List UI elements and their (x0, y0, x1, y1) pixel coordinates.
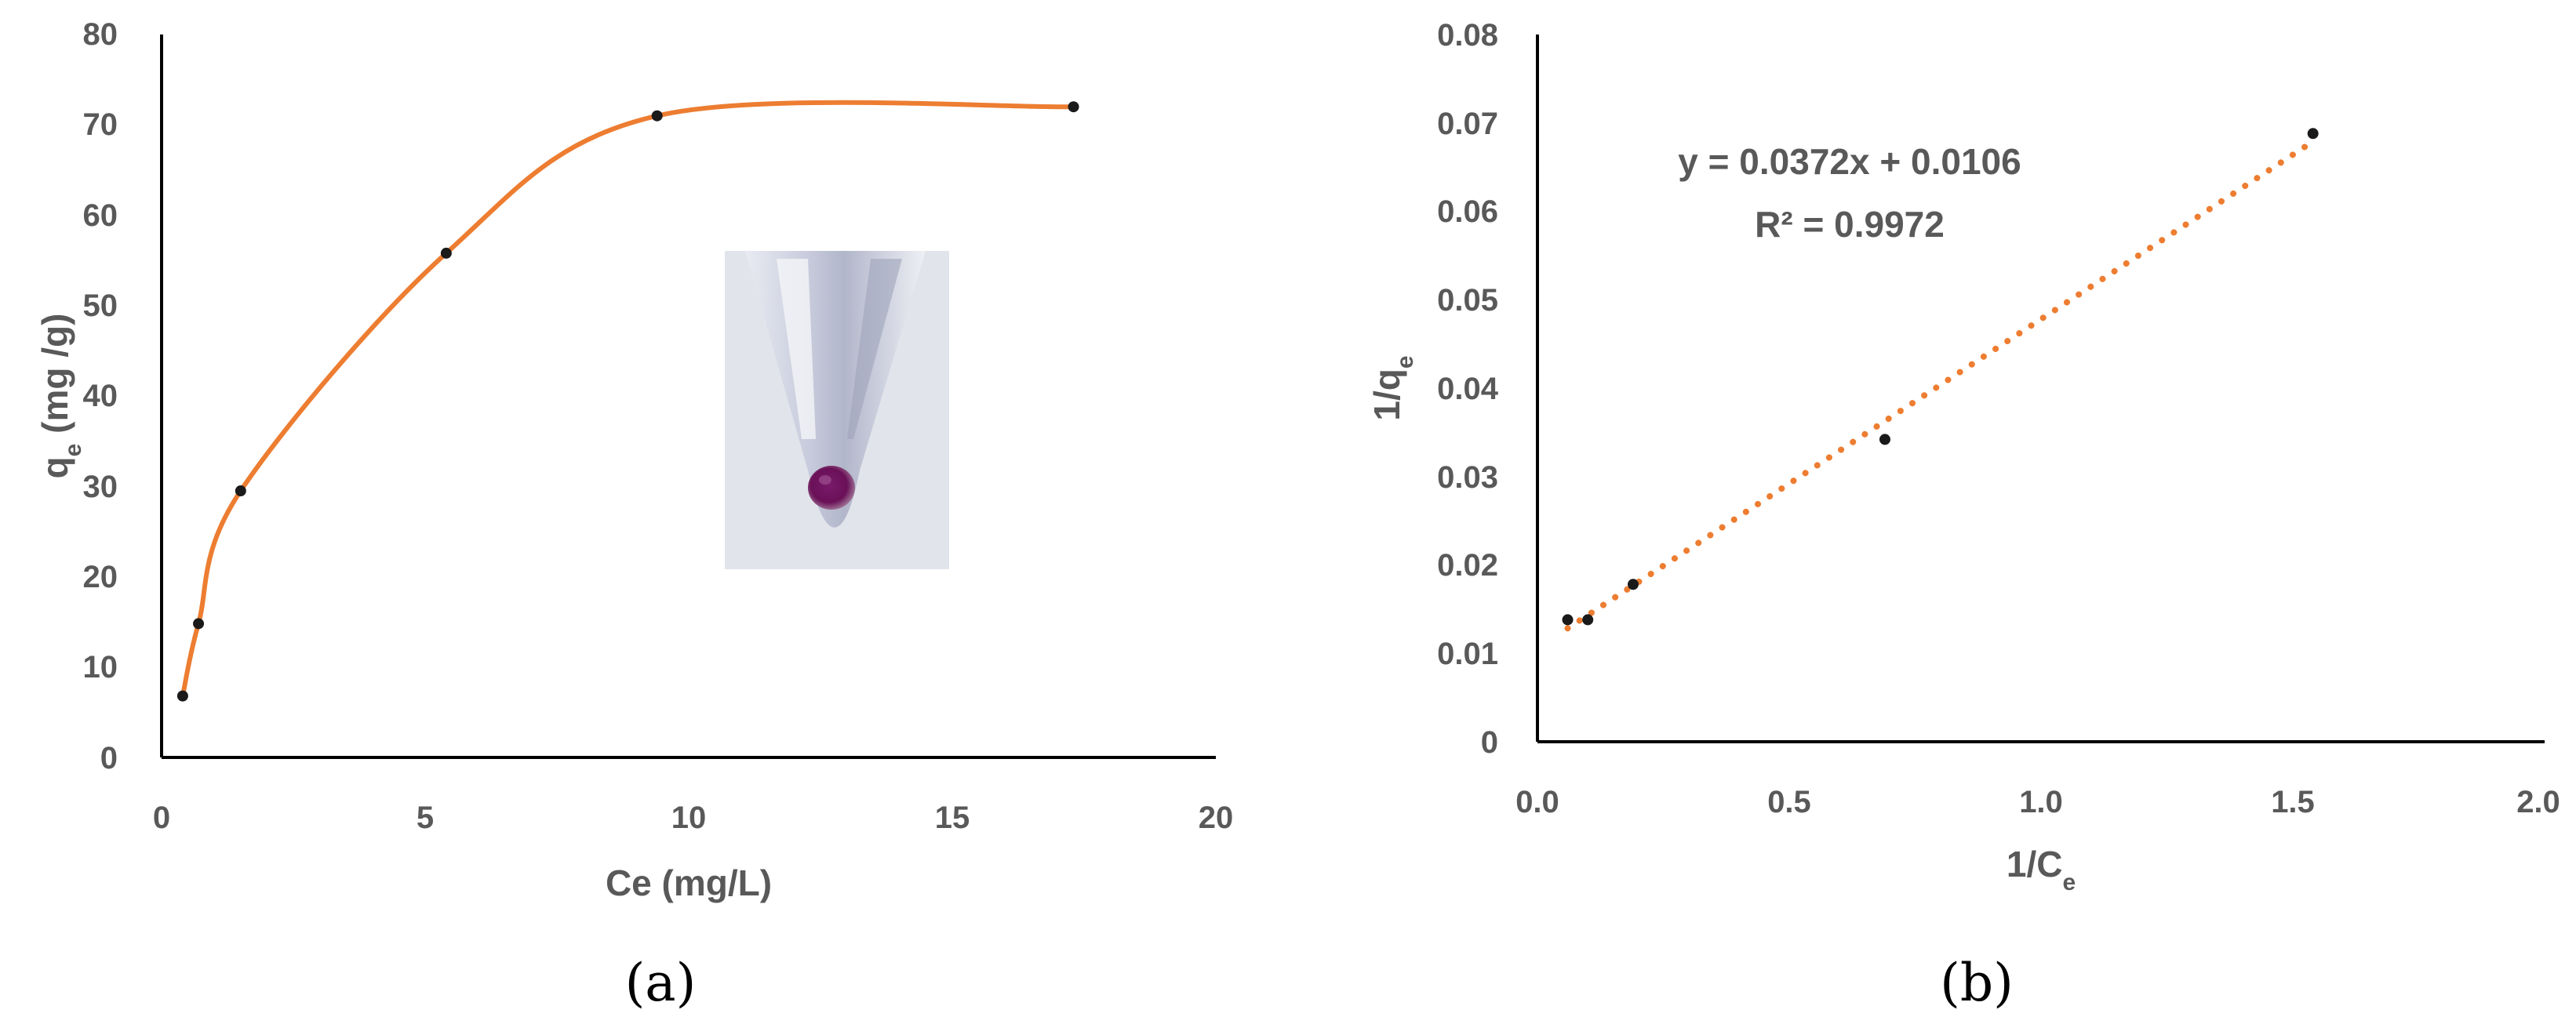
chart-a-y-axis-title: qe (mg /g) (35, 314, 86, 479)
chart-a: 0 10 20 30 40 50 60 70 80 0 5 10 15 20 C… (35, 17, 1233, 1013)
chart-a-y-tick-1: 10 (83, 650, 118, 685)
r-squared: R² = 0.9972 (1755, 204, 1945, 245)
tube-photo-inset (725, 251, 949, 569)
chart-a-points (176, 101, 1079, 702)
chart-b-x-tick-2: 1.0 (2019, 785, 2063, 819)
chart-a-point-4 (651, 110, 663, 122)
chart-b-y-tick-5: 0.05 (1437, 283, 1498, 318)
chart-b-y-tick-1: 0.01 (1437, 637, 1498, 671)
chart-b-x-axis-title: 1/Ce (2007, 844, 2076, 895)
chart-b-point-0 (1562, 614, 1574, 626)
chart-a-y-tick-6: 60 (83, 198, 118, 233)
chart-a-fit-curve (180, 100, 1074, 697)
chart-b-point-4 (2307, 128, 2319, 140)
chart-a-point-5 (1068, 101, 1079, 113)
chart-b-x-ticks: 0.0 0.5 1.0 1.5 2.0 (1515, 785, 2560, 819)
chart-b-point-1 (1582, 614, 1594, 626)
chart-b-points (1562, 128, 2319, 626)
chart-b-point-3 (1879, 434, 1890, 445)
chart-a-x-tick-0: 0 (153, 801, 170, 835)
chart-a-point-3 (440, 247, 452, 259)
chart-b-point-2 (1627, 579, 1639, 590)
chart-a-y-ticks: 0 10 20 30 40 50 60 70 80 (83, 17, 118, 775)
chart-a-x-tick-4: 20 (1199, 801, 1234, 835)
trendline-equation: y = 0.0372x + 0.0106 (1678, 141, 2021, 182)
chart-a-x-ticks: 0 5 10 15 20 (153, 801, 1233, 835)
chart-a-point-2 (235, 485, 246, 497)
panel-label-b: (b) (1940, 953, 2014, 1013)
chart-b-y-tick-4: 0.04 (1437, 372, 1499, 406)
chart-a-x-tick-2: 10 (671, 801, 707, 835)
panel-label-a: (a) (625, 953, 697, 1013)
chart-a-y-tick-3: 30 (83, 470, 118, 504)
chart-b-x-tick-3: 1.5 (2271, 785, 2315, 819)
chart-a-x-tick-3: 15 (935, 801, 970, 835)
chart-b-y-tick-7: 0.07 (1437, 107, 1498, 141)
chart-b-x-tick-4: 2.0 (2516, 785, 2560, 819)
chart-b-y-axis-title: 1/qe (1366, 355, 1418, 420)
chart-b-axes (1536, 34, 2545, 743)
chart-b: 0 0.01 0.02 0.03 0.04 0.05 0.06 0.07 0.0… (1366, 18, 2560, 1013)
chart-b-y-tick-8: 0.08 (1437, 18, 1498, 53)
chart-b-x-tick-1: 0.5 (1767, 785, 1811, 819)
chart-b-y-tick-6: 0.06 (1437, 194, 1498, 229)
chart-b-y-tick-0: 0 (1481, 725, 1498, 760)
chart-a-x-tick-1: 5 (417, 801, 434, 835)
chart-a-point-0 (176, 690, 188, 702)
chart-a-y-tick-2: 20 (83, 560, 118, 594)
chart-a-x-axis-title: Ce (mg/L) (606, 862, 772, 903)
chart-a-point-1 (193, 618, 205, 630)
chart-a-y-tick-0: 0 (100, 741, 118, 775)
chart-b-y-ticks: 0 0.01 0.02 0.03 0.04 0.05 0.06 0.07 0.0… (1437, 18, 1499, 760)
chart-a-y-tick-4: 40 (83, 379, 118, 413)
chart-a-y-tick-7: 70 (83, 107, 118, 142)
chart-b-y-tick-3: 0.03 (1437, 460, 1498, 495)
chart-b-y-tick-2: 0.02 (1437, 548, 1498, 583)
chart-a-y-tick-5: 50 (83, 289, 118, 323)
chart-b-x-tick-0: 0.0 (1515, 785, 1559, 819)
chart-a-y-tick-8: 80 (83, 17, 118, 52)
pellet (808, 466, 855, 510)
chart-a-axes (160, 34, 1216, 759)
